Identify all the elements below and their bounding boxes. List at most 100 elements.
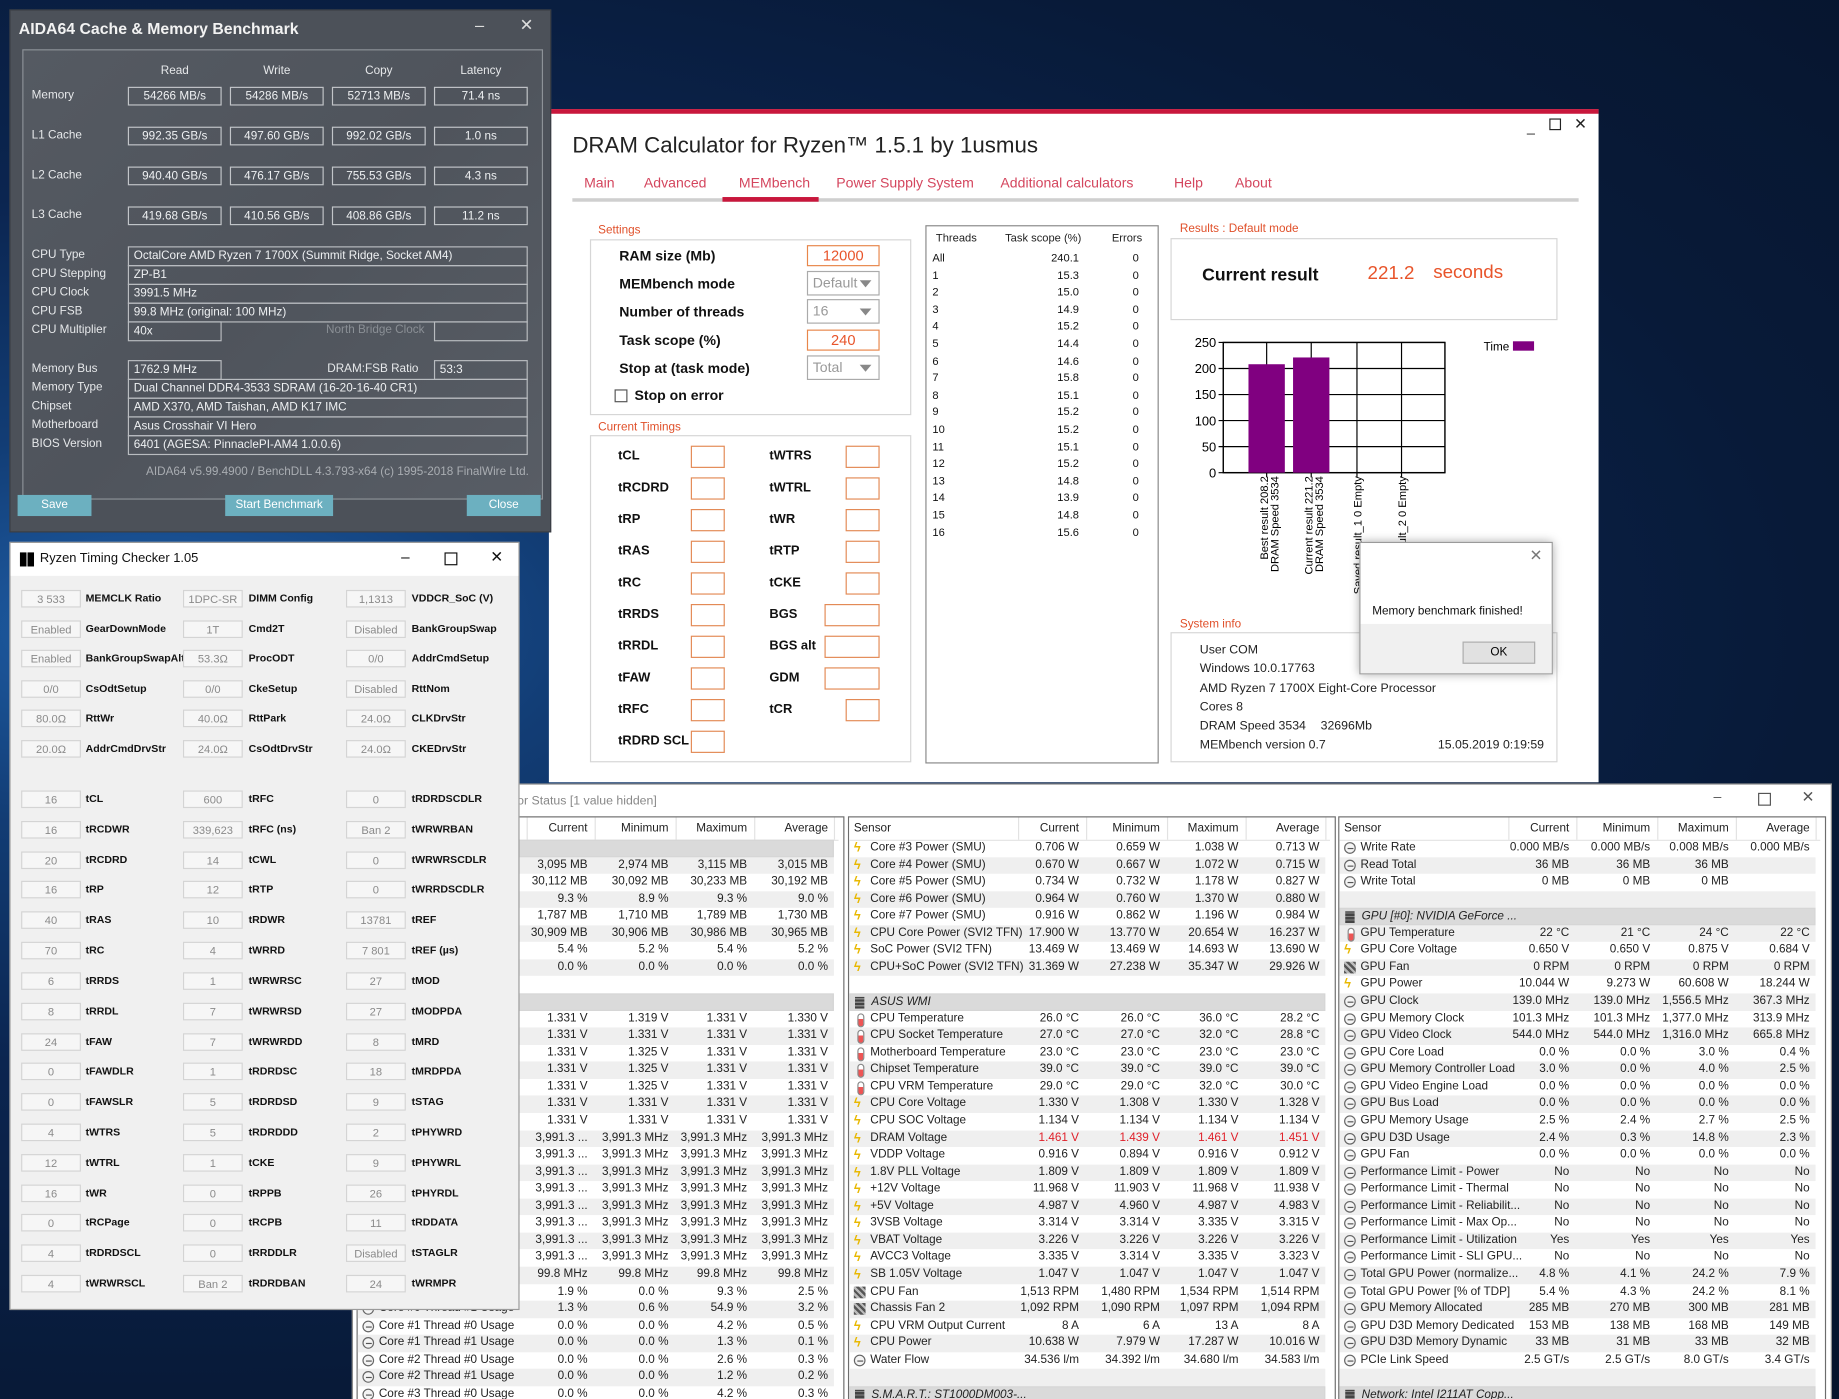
tab-membench[interactable]: MEMbench — [738, 174, 811, 192]
sensor-row[interactable]: GPU Memory Allocated 285 MB 270 MB 300 MB 28… — [1339, 1300, 1816, 1318]
stop-select[interactable]: Total — [806, 355, 880, 380]
timing-input[interactable] — [845, 699, 880, 722]
sensor-row[interactable]: CPU VRM Temperature 29.0 °C 29.0 °C 32.0 °C… — [849, 1079, 1325, 1096]
sensor-row[interactable] — [1339, 1369, 1816, 1387]
timing-input[interactable] — [690, 445, 725, 468]
sensor-row[interactable]: 1.331 V 1.325 V 1.331 V 1.331 V — [358, 1079, 834, 1096]
close-button[interactable]: ✕ — [1573, 114, 1587, 133]
sensor-row[interactable]: Performance Limit - Thermal No No No No — [1339, 1181, 1815, 1198]
dialog-close-button[interactable]: ✕ — [1529, 546, 1543, 565]
timing-input[interactable] — [690, 699, 725, 722]
sensor-row[interactable]: GPU Core Load 0.0 % 0.0 % 3.0 % 0.4 % — [1339, 1045, 1815, 1062]
timing-input[interactable] — [845, 572, 880, 595]
sensor-row[interactable]: GPU Memory Clock 101.3 MHz 101.3 MHz 1,377.… — [1339, 1011, 1815, 1028]
threads-select[interactable]: 16 — [806, 299, 880, 324]
sensor-row[interactable]: ϟ CPU VRM Output Current 8 A 6 A 13 A 8 A — [849, 1318, 1325, 1335]
sensor-row[interactable]: ϟ DRAM Voltage 1.461 V 1.439 V 1.461 V 1.451 … — [849, 1130, 1326, 1148]
sensor-row[interactable]: ϟ Core #5 Power (SMU) 0.734 W 0.732 W 1.178 … — [849, 874, 1325, 891]
sensor-row[interactable]: ϟ Core #3 Power (SMU) 0.706 W 0.659 W 1.038 … — [849, 840, 1325, 857]
sensor-row[interactable]: Performance Limit - Utilization Yes Yes Yes… — [1339, 1232, 1816, 1250]
tab-about[interactable]: About — [1234, 174, 1272, 192]
sensor-row[interactable]: 3,991.3 ... 3,991.3 MHz 3,991.3 MHz 3,991.3… — [358, 1181, 834, 1198]
sensor-row[interactable]: GPU Temperature 22 °C 21 °C 24 °C 22 °C — [1339, 925, 1816, 943]
sensor-row[interactable]: PCIe Link Speed 2.5 GT/s 2.5 GT/s 8.0 GT/s 3… — [1339, 1352, 1815, 1369]
sensor-row[interactable]: Core #1 Thread #1 Usage 0.0 % 0.0 % 1.3 % 0.… — [357, 1334, 834, 1353]
ok-button[interactable]: OK — [1462, 641, 1536, 664]
timing-input[interactable] — [690, 635, 725, 658]
sensor-row[interactable]: CPU Temperature 26.0 °C 26.0 °C 36.0 °C 28.2… — [849, 1011, 1325, 1028]
sensor-row[interactable]: ϟ VDDP Voltage 0.916 V 0.894 V 0.916 V 0.912 … — [849, 1147, 1325, 1164]
mode-select[interactable]: Default — [806, 270, 880, 296]
minimize-button[interactable]: – — [1713, 788, 1722, 805]
sensor-row[interactable]: ϟ SoC Power (SVI2 TFN) 13.469 W 13.469 W 14.… — [849, 942, 1325, 959]
timing-input[interactable] — [690, 667, 725, 690]
sensor-row[interactable]: ϟ CPU+SoC Power (SVI2 TFN) 31.369 W 27.238 … — [849, 959, 1326, 977]
sensor-row[interactable]: GPU Fan 0.0 % 0.0 % 0.0 % 0.0 % — [1339, 1147, 1815, 1164]
tab-advanced[interactable]: Advanced — [643, 174, 707, 192]
start-benchmark-button[interactable]: Start Benchmark — [225, 494, 334, 517]
sensor-row[interactable]: CPU Fan 1,513 RPM 1,480 RPM 1,534 RPM 1,514 … — [849, 1284, 1325, 1301]
sensor-row[interactable]: ϟ 3VSB Voltage 3.314 V 3.314 V 3.335 V 3.315 … — [849, 1215, 1325, 1232]
close-button[interactable]: ✕ — [1801, 788, 1815, 806]
sensor-row[interactable]: 3,991.3 ... 3,991.3 MHz 3,991.3 MHz 3,991.3… — [358, 1215, 834, 1232]
maximize-button[interactable] — [1549, 118, 1562, 131]
sensor-row[interactable]: Write Rate 0.000 MB/s 0.000 MB/s 0.008 MB/s… — [1339, 840, 1815, 857]
sensor-row[interactable]: 5.4 % 5.2 % 5.4 % 5.2 % — [358, 942, 834, 959]
sensor-row[interactable]: GPU D3D Memory Dynamic 33 MB 31 MB 33 MB 32 … — [1339, 1334, 1816, 1353]
stop-on-error-checkbox[interactable] — [614, 389, 628, 403]
timing-input[interactable] — [690, 604, 725, 627]
sensor-row[interactable]: ϟ CPU Power 10.638 W 7.979 W 17.287 W 10.016 … — [849, 1334, 1326, 1353]
timing-input[interactable] — [690, 509, 725, 532]
sensor-row[interactable]: GPU Memory Controller Load 3.0 % 0.0 % 4.0 … — [1339, 1061, 1816, 1079]
minimize-button[interactable]: – — [474, 15, 485, 35]
sensor-row[interactable]: Chipset Temperature 39.0 °C 39.0 °C 39.0 °C… — [849, 1061, 1326, 1079]
minimize-button[interactable]: _ — [1527, 118, 1535, 135]
sensor-row[interactable]: GPU Bus Load 0.0 % 0.0 % 0.0 % 0.0 % — [1339, 1095, 1816, 1113]
sensor-group-row[interactable]: S.M.A.R.T.: ST1000DM003-... — [849, 1386, 1326, 1399]
timing-input[interactable] — [690, 572, 725, 595]
sensor-row[interactable]: Core #1 Thread #0 Usage 0.0 % 0.0 % 4.2 % 0.… — [358, 1318, 834, 1335]
tab-help[interactable]: Help — [1174, 174, 1203, 192]
sensor-row[interactable]: ϟ +5V Voltage 4.987 V 4.960 V 4.987 V 4.983 V — [849, 1198, 1326, 1216]
sensor-row[interactable]: ϟ 1.8V PLL Voltage 1.809 V 1.809 V 1.809 V 1.… — [849, 1164, 1326, 1182]
timing-input[interactable] — [690, 540, 725, 563]
sensor-row[interactable]: GPU Video Clock 544.0 MHz 544.0 MHz 1,316.0… — [1339, 1027, 1816, 1045]
timing-input[interactable] — [824, 667, 880, 690]
sensor-row[interactable]: Performance Limit - Power No No No No — [1339, 1164, 1816, 1182]
sensor-row[interactable]: 1,787 MB 1,710 MB 1,789 MB 1,730 MB — [358, 908, 834, 925]
timing-input[interactable] — [845, 509, 880, 532]
sensor-row[interactable]: GPU D3D Memory Dedicated 153 MB 138 MB 168 … — [1339, 1318, 1815, 1335]
sensor-row[interactable]: ϟ +12V Voltage 11.968 V 11.903 V 11.968 V 11.… — [849, 1181, 1325, 1198]
ram-size-input[interactable]: 12000 — [806, 245, 880, 267]
sensor-row[interactable] — [849, 976, 1325, 993]
sensor-row[interactable]: ϟ GPU Core Voltage 0.650 V 0.650 V 0.875 V 0.… — [1339, 942, 1815, 959]
sensor-row[interactable]: Motherboard Temperature 23.0 °C 23.0 °C 23.… — [849, 1045, 1325, 1062]
sensor-row[interactable]: GPU Fan 0 RPM 0 RPM 0 RPM 0 RPM — [1339, 959, 1816, 977]
sensor-row[interactable]: Performance Limit - Max Op... No No No No — [1339, 1215, 1815, 1232]
sensor-group-row[interactable]: Network: Intel I211AT Copp... — [1339, 1386, 1816, 1399]
sensor-group-row[interactable]: GPU [#0]: NVIDIA GeForce ... — [1339, 908, 1816, 926]
timing-input[interactable] — [824, 635, 880, 658]
sensor-row[interactable]: ϟ Core #6 Power (SMU) 0.964 W 0.760 W 1.370 … — [849, 890, 1326, 909]
sensor-group-row[interactable]: ASUS WMI — [849, 993, 1326, 1011]
sensor-row[interactable]: Core #3 Thread #0 Usage 0.0 % 0.0 % 4.2 % 0.… — [358, 1386, 834, 1399]
sensor-row[interactable]: ϟ CPU Core Power (SVI2 TFN) 17.900 W 13.770… — [849, 925, 1326, 943]
sensor-row[interactable]: ϟ CPU SOC Voltage 1.134 V 1.134 V 1.134 V 1.1… — [849, 1113, 1325, 1130]
maximize-button[interactable] — [1758, 792, 1771, 806]
sensor-row[interactable]: 1.331 V 1.331 V 1.331 V 1.331 V — [358, 1113, 834, 1130]
sensor-row[interactable]: ϟ GPU Power 10.044 W 9.273 W 60.608 W 18.244 … — [1339, 976, 1815, 993]
close-button[interactable]: ✕ — [490, 547, 504, 566]
sensor-row[interactable]: Performance Limit - SLI GPU... No No No No — [1339, 1250, 1815, 1267]
sensor-row[interactable]: Total GPU Power [% of TDP] 5.4 % 4.3 % 24.2… — [1339, 1284, 1815, 1301]
sensor-row[interactable]: ϟ AVCC3 Voltage 3.335 V 3.314 V 3.335 V 3.323… — [849, 1250, 1325, 1267]
minimize-button[interactable]: – — [401, 547, 410, 566]
sensor-row[interactable]: 1.331 V 1.325 V 1.331 V 1.331 V — [358, 1045, 834, 1062]
maximize-button[interactable] — [444, 552, 458, 566]
tab-main[interactable]: Main — [584, 174, 615, 192]
sensor-row[interactable]: 30,112 MB 30,092 MB 30,233 MB 30,192 MB — [358, 874, 834, 891]
timing-input[interactable] — [690, 730, 725, 753]
sensor-row[interactable]: Read Total 36 MB 36 MB 36 MB — [1339, 856, 1816, 874]
timing-input[interactable] — [845, 540, 880, 563]
timing-input[interactable] — [690, 477, 725, 500]
timing-input[interactable] — [824, 604, 880, 627]
